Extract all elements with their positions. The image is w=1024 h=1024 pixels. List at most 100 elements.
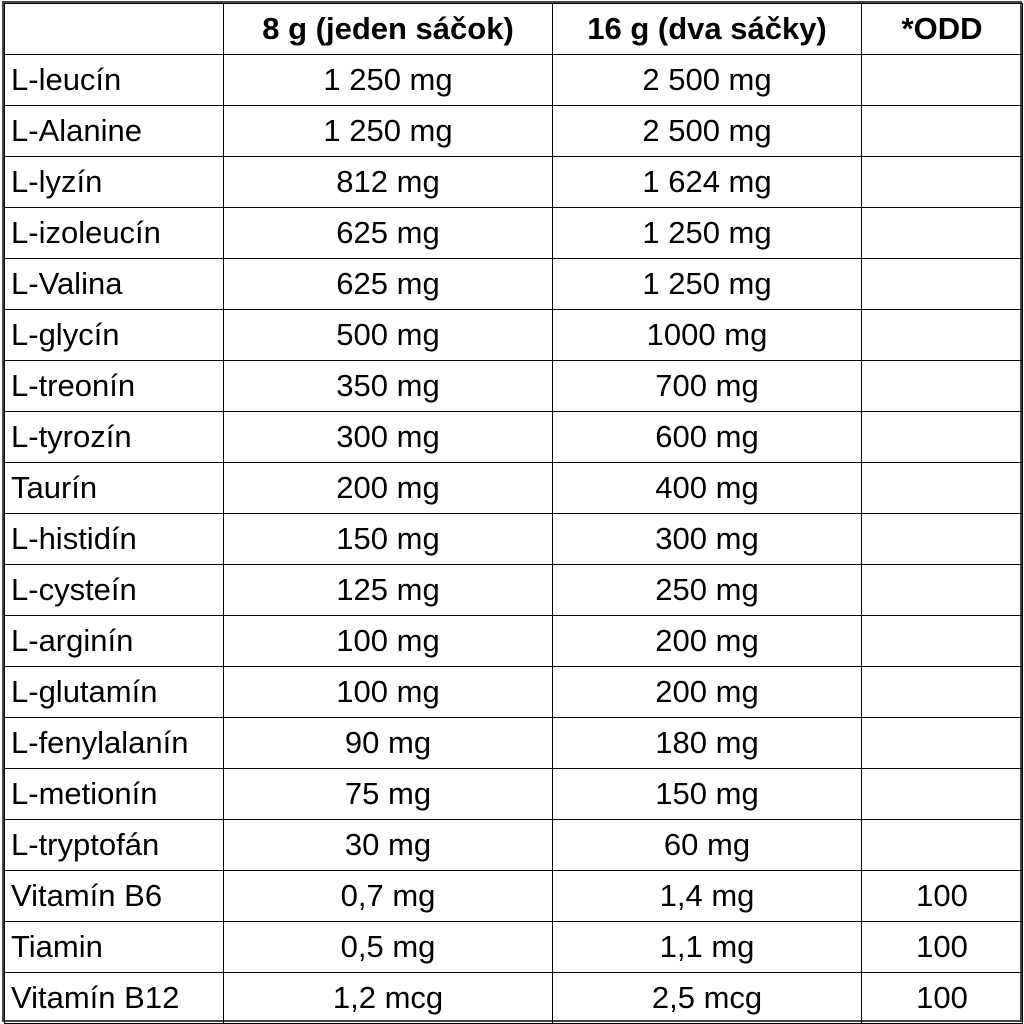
cell: 150 mg xyxy=(552,768,862,820)
empty-cell xyxy=(861,615,1023,667)
table-row: Vitamín B6 0,7 mg 1,4 mg 100 xyxy=(4,870,1023,922)
empty-cell xyxy=(861,105,1023,157)
cell: 1 624 mg xyxy=(552,156,862,208)
cell: 600 mg xyxy=(552,411,862,463)
cell: 200 mg xyxy=(223,462,553,514)
table-row: L-leucín 1 250 mg 2 500 mg xyxy=(4,54,1023,106)
row-label: L-histidín xyxy=(4,513,224,565)
table-row: L-lyzín 812 mg 1 624 mg xyxy=(4,156,1023,208)
row-label: L-glutamín xyxy=(4,666,224,718)
cell: 700 mg xyxy=(552,360,862,412)
cell: 2 500 mg xyxy=(552,54,862,106)
table-row: L-Valina 625 mg 1 250 mg xyxy=(4,258,1023,310)
table-row: L-Alanine 1 250 mg 2 500 mg xyxy=(4,105,1023,157)
row-label: Taurín xyxy=(4,462,224,514)
row-label: L-fenylalanín xyxy=(4,717,224,769)
empty-cell xyxy=(861,717,1023,769)
row-label: Vitamín B6 xyxy=(4,870,224,922)
cell: 625 mg xyxy=(223,258,553,310)
empty-cell xyxy=(861,666,1023,718)
row-label: L-tyrozín xyxy=(4,411,224,463)
cell: 200 mg xyxy=(552,666,862,718)
table-row: Taurín 200 mg 400 mg xyxy=(4,462,1023,514)
cell: 400 mg xyxy=(552,462,862,514)
cell: 500 mg xyxy=(223,309,553,361)
table-row: L-tryptofán 30 mg 60 mg xyxy=(4,819,1023,871)
row-label: L-Alanine xyxy=(4,105,224,157)
row-label: L-tryptofán xyxy=(4,819,224,871)
empty-cell xyxy=(861,462,1023,514)
row-label: L-metionín xyxy=(4,768,224,820)
cell: 812 mg xyxy=(223,156,553,208)
cell: 30 mg xyxy=(223,819,553,871)
empty-cell xyxy=(861,54,1023,106)
table-row: L-glutamín 100 mg 200 mg xyxy=(4,666,1023,718)
row-label: L-arginín xyxy=(4,615,224,667)
cell: 1 250 mg xyxy=(552,258,862,310)
cell: 90 mg xyxy=(223,717,553,769)
empty-cell xyxy=(861,411,1023,463)
cell: 1,1 mg xyxy=(552,921,862,973)
empty-cell xyxy=(861,207,1023,259)
cell: 100 mg xyxy=(223,615,553,667)
cell: 300 mg xyxy=(223,411,553,463)
table-row: L-tyrozín 300 mg 600 mg xyxy=(4,411,1023,463)
table-row: L-metionín 75 mg 150 mg xyxy=(4,768,1023,820)
cell: 625 mg xyxy=(223,207,553,259)
cell: 1 250 mg xyxy=(223,54,553,106)
cell: 250 mg xyxy=(552,564,862,616)
empty-cell xyxy=(861,156,1023,208)
table-row: L-arginín 100 mg 200 mg xyxy=(4,615,1023,667)
row-label: Vitamín B12 xyxy=(4,972,224,1024)
cell: 125 mg xyxy=(223,564,553,616)
table-row: L-fenylalanín 90 mg 180 mg xyxy=(4,717,1023,769)
nutrition-table: 8 g (jeden sáčok) 16 g (dva sáčky) *ODD L-… xyxy=(4,3,1023,1024)
row-label: L-lyzín xyxy=(4,156,224,208)
cell: 1 250 mg xyxy=(552,207,862,259)
cell: 2,5 mcg xyxy=(552,972,862,1024)
header-cell: *ODD xyxy=(861,3,1023,55)
cell: 1,2 mcg xyxy=(223,972,553,1024)
empty-cell xyxy=(861,309,1023,361)
table-row: L-treonín 350 mg 700 mg xyxy=(4,360,1023,412)
empty-cell xyxy=(861,360,1023,412)
row-label: L-Valina xyxy=(4,258,224,310)
table-row: L-glycín 500 mg 1000 mg xyxy=(4,309,1023,361)
table-row: Tiamin 0,5 mg 1,1 mg 100 xyxy=(4,921,1023,973)
cell: 180 mg xyxy=(552,717,862,769)
cell: 150 mg xyxy=(223,513,553,565)
cell: 0,5 mg xyxy=(223,921,553,973)
cell: 100 xyxy=(861,972,1023,1024)
cell: 1000 mg xyxy=(552,309,862,361)
header-cell: 16 g (dva sáčky) xyxy=(552,3,862,55)
cell: 2 500 mg xyxy=(552,105,862,157)
corner-cell xyxy=(4,3,224,55)
row-label: L-leucín xyxy=(4,54,224,106)
row-label: Tiamin xyxy=(4,921,224,973)
empty-cell xyxy=(861,564,1023,616)
cell: 100 xyxy=(861,870,1023,922)
row-label: L-treonín xyxy=(4,360,224,412)
table-row: L-histidín 150 mg 300 mg xyxy=(4,513,1023,565)
header-cell: 8 g (jeden sáčok) xyxy=(223,3,553,55)
table-row: L-izoleucín 625 mg 1 250 mg xyxy=(4,207,1023,259)
empty-cell xyxy=(861,768,1023,820)
header-row: 8 g (jeden sáčok) 16 g (dva sáčky) *ODD xyxy=(4,3,1023,55)
cell: 75 mg xyxy=(223,768,553,820)
table-row: Vitamín B12 1,2 mcg 2,5 mcg 100 xyxy=(4,972,1023,1024)
cell: 0,7 mg xyxy=(223,870,553,922)
cell: 200 mg xyxy=(552,615,862,667)
row-label: L-cysteín xyxy=(4,564,224,616)
cell: 300 mg xyxy=(552,513,862,565)
empty-cell xyxy=(861,513,1023,565)
cell: 60 mg xyxy=(552,819,862,871)
cell: 1 250 mg xyxy=(223,105,553,157)
cell: 1,4 mg xyxy=(552,870,862,922)
table-row: L-cysteín 125 mg 250 mg xyxy=(4,564,1023,616)
cell: 100 xyxy=(861,921,1023,973)
row-label: L-glycín xyxy=(4,309,224,361)
empty-cell xyxy=(861,819,1023,871)
empty-cell xyxy=(861,258,1023,310)
